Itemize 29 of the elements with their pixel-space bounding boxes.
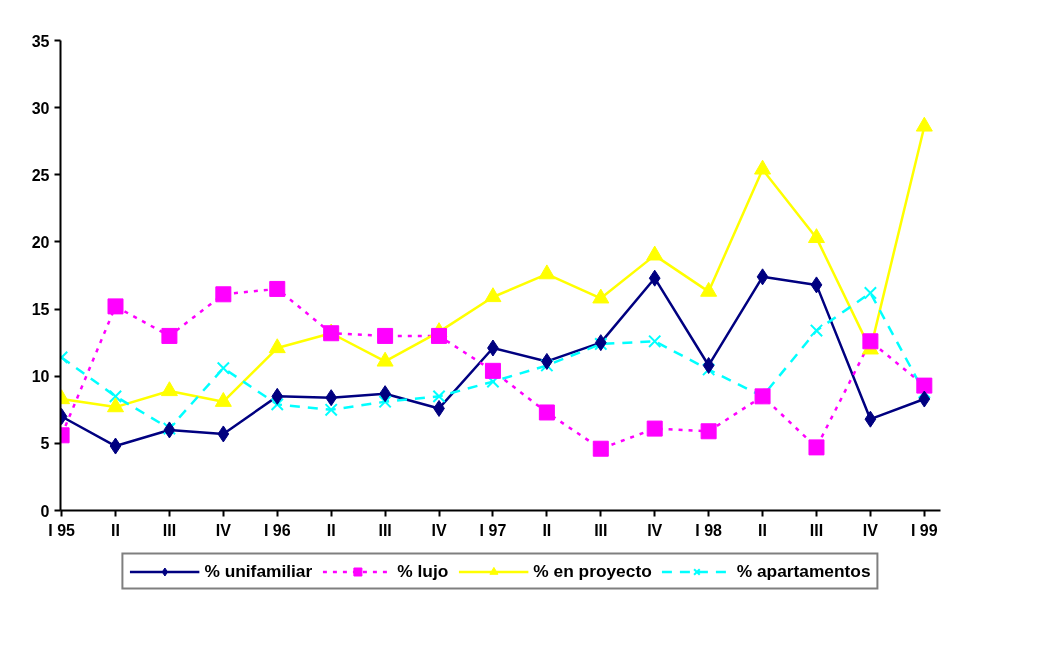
x-tick-label: I 96: [263, 521, 291, 539]
legend-label: % lujo: [397, 560, 449, 582]
legend-label: % unifamiliar: [204, 560, 313, 582]
legend-label: % en proyecto: [533, 560, 652, 582]
x-tick-label: III: [594, 521, 608, 539]
y-tick-label: 30: [31, 99, 50, 117]
x-tick-label: IV: [431, 521, 447, 539]
x-tick-label: III: [162, 521, 177, 539]
y-tick-label: 0: [40, 502, 50, 520]
y-tick-label: 35: [31, 32, 50, 50]
x-tick-label: II: [758, 521, 767, 539]
x-tick-label: IV: [862, 521, 879, 539]
x-tick-label: III: [809, 521, 824, 539]
y-tick-label: 5: [40, 435, 50, 453]
y-tick-label: 20: [31, 233, 50, 251]
x-tick-label: II: [326, 521, 336, 539]
x-tick-label: II: [542, 521, 552, 539]
x-tick-label: III: [378, 521, 392, 539]
x-tick-label: II: [111, 521, 120, 539]
x-tick-label: I 98: [695, 521, 723, 539]
x-tick-label: I 99: [910, 521, 938, 539]
x-tick-label: I 97: [479, 521, 507, 539]
x-tick-label: IV: [647, 521, 663, 539]
y-tick-label: 25: [31, 166, 50, 184]
x-tick-label: IV: [215, 521, 232, 539]
legend-label: % apartamentos: [736, 560, 871, 582]
y-tick-label: 10: [31, 368, 50, 386]
x-tick-label: I 95: [48, 521, 76, 539]
y-tick-label: 15: [31, 301, 50, 319]
